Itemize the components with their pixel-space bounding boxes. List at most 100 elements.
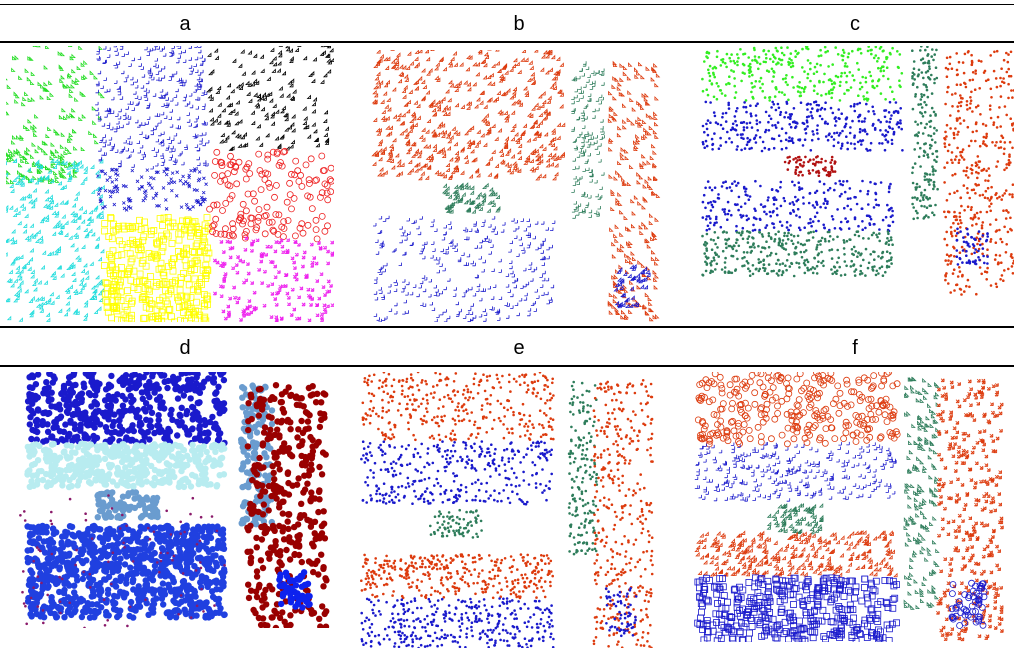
scatter-point bbox=[541, 99, 547, 105]
scatter-point bbox=[19, 268, 24, 274]
scatter-point bbox=[199, 233, 207, 241]
scatter-point bbox=[409, 167, 414, 173]
scatter-point bbox=[514, 302, 519, 306]
scatter-point bbox=[742, 105, 745, 109]
scatter-point bbox=[279, 316, 284, 321]
scatter-point bbox=[50, 163, 56, 168]
scatter-point bbox=[474, 274, 479, 278]
scatter-point bbox=[70, 83, 75, 89]
scatter-point bbox=[862, 258, 865, 262]
scatter-point bbox=[538, 245, 542, 249]
scatter-point bbox=[8, 269, 13, 274]
scatter-point bbox=[400, 162, 405, 167]
scatter-point bbox=[201, 106, 206, 110]
scatter-point bbox=[313, 137, 319, 143]
scatter-point bbox=[47, 169, 52, 174]
scatter-point bbox=[534, 221, 539, 225]
scatter-point bbox=[957, 161, 961, 164]
scatter-point bbox=[920, 112, 924, 115]
scatter-point bbox=[514, 167, 519, 172]
scatter-point bbox=[613, 294, 618, 299]
scatter-point bbox=[817, 219, 820, 223]
scatter-point bbox=[82, 316, 88, 321]
scatter-point bbox=[471, 157, 476, 163]
scatter-point bbox=[713, 200, 717, 204]
scatter-point bbox=[426, 71, 431, 76]
scatter-point bbox=[144, 97, 149, 101]
scatter-point bbox=[474, 168, 480, 174]
scatter-point bbox=[375, 127, 380, 133]
scatter-point bbox=[97, 279, 103, 284]
scatter-point bbox=[389, 158, 395, 163]
scatter-point bbox=[116, 121, 120, 125]
scatter-point bbox=[16, 284, 22, 289]
scatter-point bbox=[745, 218, 749, 222]
scatter-point bbox=[860, 272, 864, 275]
scatter-point bbox=[272, 103, 277, 108]
scatter-point bbox=[526, 77, 532, 82]
scatter-point bbox=[771, 124, 774, 127]
scatter-point bbox=[753, 85, 756, 88]
scatter-point bbox=[174, 294, 181, 302]
scatter-point bbox=[454, 167, 459, 173]
scatter-point bbox=[614, 300, 620, 306]
scatter-point bbox=[850, 248, 854, 251]
scatter-point bbox=[639, 284, 645, 289]
scatter-point bbox=[761, 235, 765, 238]
panel-label-e: e bbox=[513, 337, 525, 359]
scatter-point bbox=[83, 312, 88, 318]
scatter-point bbox=[147, 70, 152, 75]
scatter-point bbox=[523, 297, 528, 301]
scatter-point bbox=[474, 104, 479, 109]
scatter-point bbox=[927, 215, 930, 219]
scatter-point bbox=[114, 316, 121, 322]
scatter-point bbox=[102, 134, 106, 138]
scatter-point bbox=[259, 259, 263, 264]
scatter-point bbox=[981, 242, 984, 246]
scatter-point bbox=[536, 160, 541, 166]
scatter-point bbox=[822, 264, 825, 268]
scatter-point bbox=[783, 115, 786, 119]
scatter-point bbox=[765, 224, 769, 227]
scatter-point bbox=[781, 239, 785, 242]
scatter-point bbox=[148, 316, 156, 322]
scatter-point bbox=[630, 251, 635, 256]
scatter-point bbox=[793, 183, 796, 187]
scatter-point bbox=[379, 167, 384, 172]
scatter-point bbox=[737, 244, 741, 248]
scatter-point bbox=[798, 188, 801, 192]
scatter-point bbox=[169, 49, 173, 53]
scatter-point bbox=[484, 236, 488, 240]
scatter-point bbox=[528, 60, 533, 65]
scatter-point bbox=[701, 216, 705, 219]
scatter-point bbox=[58, 64, 64, 69]
scatter-point bbox=[739, 133, 743, 136]
scatter-point bbox=[804, 249, 808, 252]
scatter-point bbox=[779, 58, 782, 62]
scatter-point bbox=[106, 122, 111, 126]
scatter-point bbox=[236, 134, 242, 139]
scatter-point bbox=[571, 77, 576, 81]
scatter-point bbox=[931, 165, 934, 168]
scatter-point bbox=[145, 168, 150, 172]
scatter-point bbox=[627, 273, 632, 279]
scatter-point bbox=[996, 197, 999, 200]
scatter-point bbox=[376, 317, 380, 321]
scatter-point bbox=[582, 168, 586, 172]
scatter-point bbox=[649, 316, 654, 322]
scatter-point bbox=[125, 74, 129, 79]
scatter-point bbox=[881, 255, 884, 259]
scatter-point bbox=[754, 104, 758, 108]
scatter-point bbox=[258, 170, 266, 178]
scatter-point bbox=[623, 297, 629, 303]
scatter-point bbox=[585, 158, 589, 163]
scatter-point bbox=[269, 259, 273, 264]
scatter-point bbox=[729, 60, 732, 63]
scatter-point bbox=[318, 245, 323, 250]
scatter-point bbox=[118, 163, 122, 168]
scatter-point bbox=[187, 184, 192, 189]
scatter-point bbox=[834, 116, 837, 119]
scatter-point bbox=[982, 140, 985, 143]
scatter-point bbox=[805, 119, 809, 122]
scatter-point bbox=[619, 247, 625, 253]
